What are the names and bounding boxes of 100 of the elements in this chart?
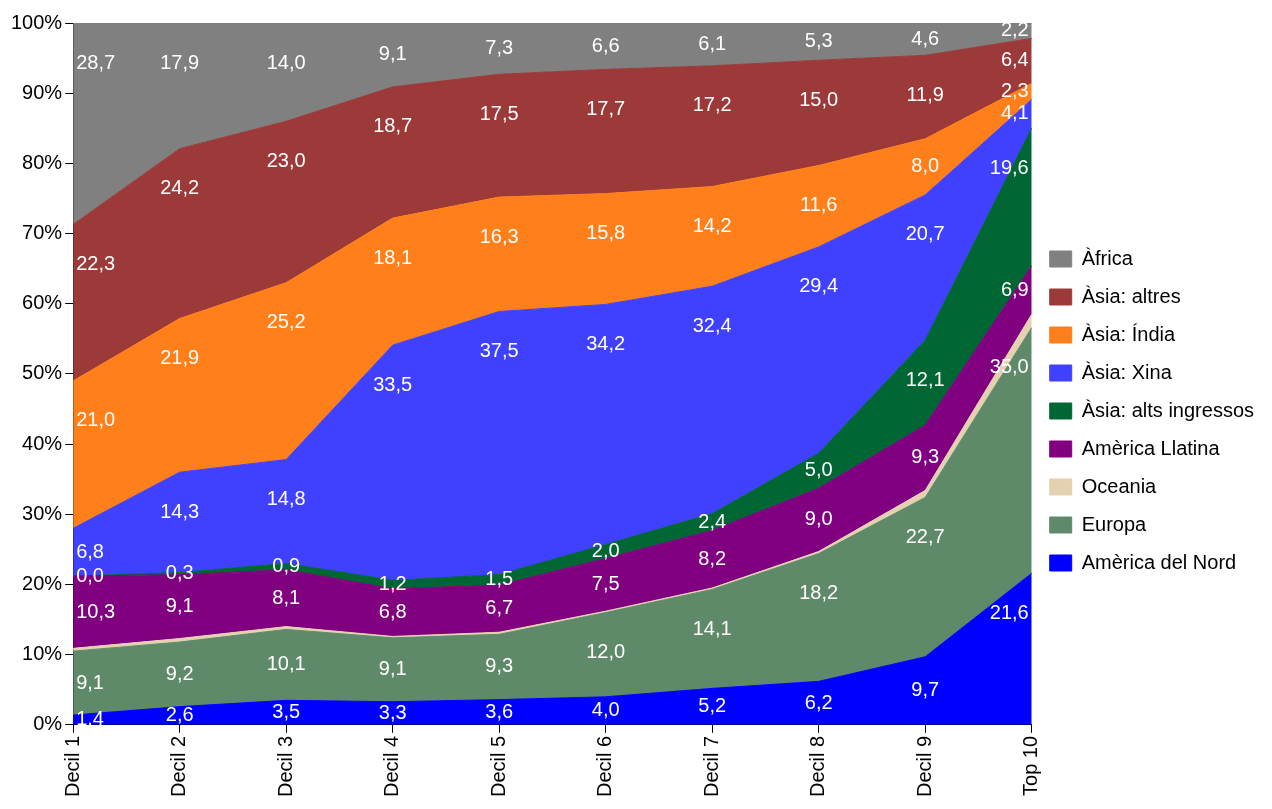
- data-label: 14,8: [266, 487, 306, 510]
- legend-label: Amèrica del Nord: [1081, 550, 1237, 573]
- data-label: 23,0: [266, 148, 306, 171]
- data-label: 9,0: [804, 507, 833, 530]
- data-label: 21,6: [989, 600, 1029, 623]
- data-label: 5,0: [804, 458, 833, 481]
- data-label: 22,7: [905, 524, 945, 547]
- data-label: 9,3: [485, 654, 514, 677]
- y-tick-label: 30%: [22, 501, 63, 524]
- data-label: 2,4: [698, 509, 727, 532]
- data-label: 14,3: [160, 499, 200, 522]
- data-label: 18,2: [799, 581, 839, 604]
- y-tick-label: 60%: [22, 291, 63, 314]
- x-tick-label: Decil 8: [806, 735, 829, 798]
- data-label: 28,7: [76, 50, 116, 73]
- data-label: 12,1: [905, 367, 945, 390]
- x-tick-label: Decil 9: [912, 735, 935, 798]
- data-label: 1,2: [378, 572, 407, 595]
- data-label: 8,0: [911, 154, 940, 177]
- legend-label: Àsia: altres: [1081, 284, 1181, 307]
- data-label: 4,6: [911, 26, 940, 49]
- data-label: 9,3: [911, 445, 940, 468]
- y-tick-label: 70%: [22, 221, 63, 244]
- legend-label: Oceania: [1081, 474, 1158, 497]
- data-label: 6,8: [378, 600, 407, 623]
- data-label: 4,0: [591, 698, 620, 721]
- data-label: 1,4: [76, 707, 104, 730]
- data-label: 2,0: [591, 539, 620, 562]
- data-label: 14,1: [692, 616, 732, 639]
- data-label: 6,6: [591, 33, 620, 56]
- data-label: 10,1: [266, 652, 306, 675]
- data-label: 8,2: [698, 546, 727, 569]
- data-label: 20,7: [905, 222, 945, 245]
- y-tick-label: 80%: [22, 150, 63, 173]
- legend-label: Àsia: Xina: [1081, 360, 1173, 383]
- data-label: 6,7: [485, 596, 514, 619]
- data-label: 3,5: [272, 700, 301, 723]
- data-label: 9,1: [165, 594, 194, 617]
- data-label: 24,2: [160, 176, 200, 199]
- x-tick-label: Top 10: [1019, 735, 1042, 796]
- data-label: 9,1: [378, 657, 407, 680]
- data-label: 29,4: [799, 274, 839, 297]
- data-label: 6,1: [698, 31, 727, 54]
- data-label: 21,0: [76, 408, 116, 431]
- y-tick-label: 100%: [11, 10, 63, 33]
- data-label: 11,9: [906, 82, 944, 105]
- data-label: 12,0: [586, 640, 626, 663]
- data-label: 9,1: [378, 42, 407, 65]
- data-label: 10,3: [76, 599, 116, 622]
- x-tick-label: Decil 3: [273, 735, 296, 798]
- data-label: 6,4: [1000, 48, 1029, 71]
- data-label: 6,8: [76, 539, 104, 562]
- legend-label: Àsia: alts ingressos: [1081, 398, 1254, 421]
- data-label: 3,3: [378, 700, 407, 723]
- data-label: 14,2: [692, 214, 732, 237]
- data-label: 9,2: [165, 661, 194, 684]
- x-tick-label: Decil 1: [60, 735, 83, 798]
- data-label: 8,1: [272, 585, 301, 608]
- data-label: 34,2: [586, 331, 626, 354]
- data-label: 32,4: [692, 313, 732, 336]
- data-label: 11,6: [799, 192, 838, 215]
- data-label: 21,9: [160, 346, 200, 368]
- data-label: 9,1: [76, 670, 104, 693]
- y-tick-label: 10%: [22, 642, 63, 665]
- data-label: 18,1: [373, 245, 413, 268]
- x-tick-label: Decil 4: [380, 735, 403, 798]
- data-label: 7,5: [591, 572, 620, 595]
- data-label: 5,2: [698, 694, 727, 717]
- legend-label: Àfrica: [1081, 246, 1134, 269]
- y-tick-label: 20%: [22, 572, 63, 595]
- x-tick-label: Decil 2: [167, 735, 190, 798]
- data-label: 3,6: [485, 699, 514, 722]
- data-label: 9,7: [911, 678, 940, 701]
- data-label: 17,7: [586, 96, 626, 119]
- data-label: 22,3: [76, 251, 116, 274]
- data-label: 17,2: [692, 93, 732, 116]
- y-tick-label: 0%: [33, 712, 63, 735]
- data-label: 6,2: [804, 690, 833, 713]
- legend-label: Àsia: Índia: [1081, 322, 1176, 345]
- data-label: 14,0: [266, 50, 306, 73]
- y-tick-label: 90%: [22, 80, 63, 103]
- data-label: 18,7: [373, 114, 413, 137]
- data-label: 25,2: [266, 310, 306, 333]
- data-label: 2,3: [1000, 78, 1029, 101]
- data-label: 16,3: [479, 224, 519, 247]
- legend-label: Amèrica Llatina: [1081, 436, 1221, 459]
- y-tick-label: 50%: [22, 361, 63, 384]
- x-tick-label: Decil 5: [486, 735, 509, 798]
- x-tick-label: Decil 7: [699, 735, 722, 798]
- data-label: 15,8: [586, 221, 626, 244]
- x-tick-label: Decil 6: [593, 735, 616, 798]
- data-label: 33,5: [373, 372, 413, 395]
- data-label: 17,9: [160, 50, 200, 73]
- data-label: 5,3: [804, 29, 833, 52]
- y-tick-label: 40%: [22, 431, 63, 454]
- data-label: 0,0: [76, 563, 104, 586]
- data-label: 15,0: [799, 87, 839, 110]
- legend-label: Europa: [1081, 512, 1148, 535]
- data-label: 6,9: [1000, 277, 1029, 300]
- data-label: 17,5: [479, 101, 519, 124]
